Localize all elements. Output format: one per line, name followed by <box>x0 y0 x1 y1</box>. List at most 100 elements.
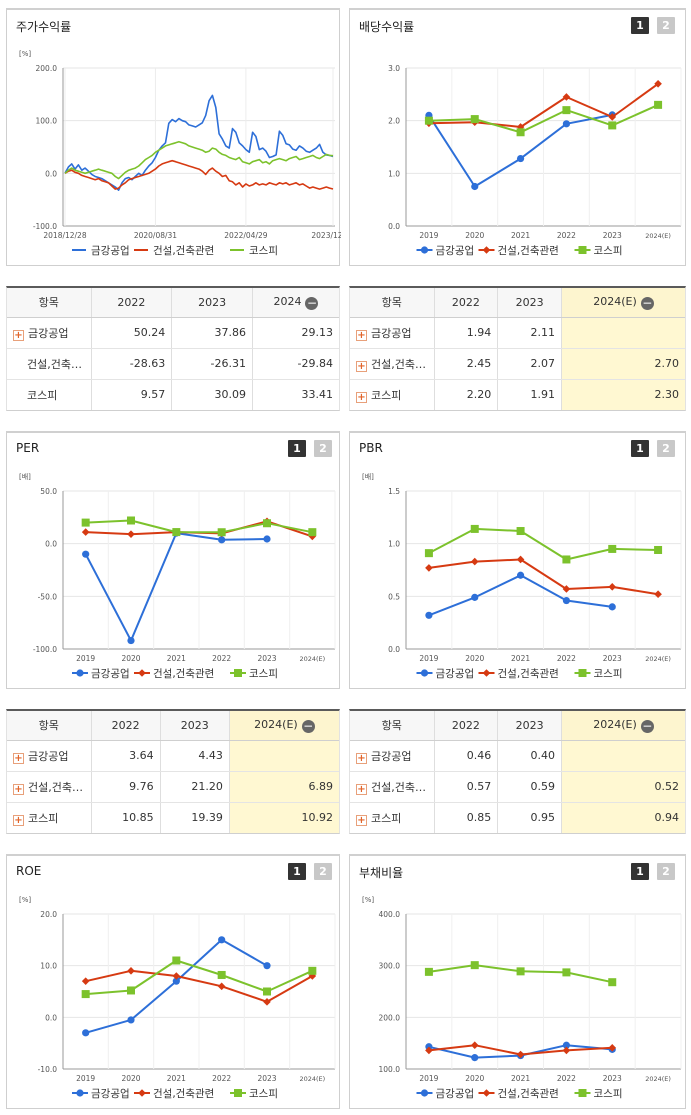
table-row: + 건설,건축… 2.45 2.07 2.70 <box>350 348 685 380</box>
y-tick-label: 0.0 <box>45 540 57 549</box>
y-tick-label: 20.0 <box>40 910 57 919</box>
table-cell: 2.20 <box>433 379 498 410</box>
unit-label: [%] <box>362 896 374 904</box>
legend-item: 금강공업 <box>72 244 130 257</box>
unit-label: [배] <box>362 472 374 481</box>
table-per: 항목 2022 2023 2024(E) − + 금강공업 3.64 4.43 + 건설,건축… 9.… <box>6 709 340 834</box>
x-tick-label: 2020/08/31 <box>134 231 177 240</box>
chart-title: ROE <box>16 864 42 878</box>
legend-item: 금강공업 <box>72 1087 130 1100</box>
tab-1[interactable]: 1 <box>631 17 649 34</box>
data-point <box>608 583 617 591</box>
data-point <box>471 1054 479 1062</box>
expand-icon[interactable]: + <box>356 783 367 795</box>
table-row: + 금강공업 50.24 37.86 29.13 <box>7 317 339 349</box>
table-cell: 30.09 <box>171 379 253 410</box>
expand-icon[interactable]: + <box>13 783 24 795</box>
data-point <box>127 530 135 538</box>
table-cell: 4.43 <box>159 740 230 772</box>
data-point <box>608 544 617 553</box>
row-label: + 코스피 <box>13 811 59 826</box>
table-cell: 50.24 <box>90 317 172 349</box>
data-point <box>424 116 433 125</box>
legend-label: 건설,건축관련 <box>498 245 559 257</box>
data-table: 항목 2022 2023 2024− + 금강공업 50.24 37.86 29.13 건설,건축… <box>7 288 339 410</box>
expand-icon[interactable]: + <box>356 814 367 826</box>
series-line <box>64 140 334 180</box>
data-point <box>608 1044 617 1052</box>
series-0 <box>82 936 271 1037</box>
data-point <box>127 986 135 995</box>
tab-1[interactable]: 1 <box>288 863 306 880</box>
table-cell: 0.52 <box>560 771 685 803</box>
data-point <box>516 1050 525 1059</box>
expand-icon[interactable]: + <box>356 391 367 403</box>
table-cell: -26.31 <box>171 348 253 380</box>
tab-1[interactable]: 1 <box>631 863 649 880</box>
chart-panel-debt: 부채비율 1 2 [%] 400.0 300.0 200.0 100.0 2019 2020… <box>349 854 686 1109</box>
legend-label: 코스피 <box>594 245 623 257</box>
row-label: 코스피 <box>27 388 58 402</box>
data-point <box>263 987 271 996</box>
collapse-icon[interactable]: − <box>305 295 319 310</box>
data-point <box>82 550 90 558</box>
row-label: 건설,건축… <box>7 348 91 380</box>
collapse-icon[interactable]: − <box>640 718 654 733</box>
data-point <box>424 967 433 976</box>
expand-icon[interactable]: + <box>13 752 24 764</box>
data-point <box>81 518 90 527</box>
row-label: + 금강공업 <box>7 740 91 772</box>
data-point <box>470 524 479 533</box>
expand-icon[interactable]: + <box>356 329 367 341</box>
row-label: + 건설,건축… <box>350 348 434 380</box>
legend-label: 건설,건축관련 <box>153 245 214 257</box>
data-point <box>217 982 226 991</box>
data-point <box>654 100 663 109</box>
tab-2[interactable]: 2 <box>314 863 332 880</box>
table-cell <box>560 740 685 772</box>
y-tick-label: 200.0 <box>36 64 58 73</box>
tab-1[interactable]: 1 <box>631 440 649 457</box>
data-point <box>424 549 433 558</box>
tab-2[interactable]: 2 <box>657 863 675 880</box>
x-tick-label: 2023 <box>257 1074 276 1083</box>
expand-icon[interactable]: + <box>356 360 367 372</box>
table-header-cell: 항목 <box>350 711 434 741</box>
table-row: + 금강공업 0.46 0.40 <box>350 740 685 772</box>
tab-2[interactable]: 2 <box>657 17 675 34</box>
x-tick-label: 2023/12/28 <box>311 231 341 240</box>
x-tick-label: 2023 <box>603 231 622 240</box>
legend-item: 건설,건축관련 <box>478 1088 559 1100</box>
table-header-cell: 2023 <box>171 288 253 318</box>
table-header-row: 항목 2022 2023 2024(E) − <box>350 711 685 741</box>
data-point <box>562 585 571 593</box>
data-point <box>218 936 226 944</box>
table-row: + 코스피 0.85 0.95 0.94 <box>350 802 685 833</box>
tab-2[interactable]: 2 <box>657 440 675 457</box>
chart-panel-roe: ROE 1 2 [%] 20.0 10.0 0.0 -10.0 2019 2020 2021 2… <box>6 854 340 1109</box>
expand-icon[interactable]: + <box>13 814 24 826</box>
data-table: 항목 2022 2023 2024(E) − + 금강공업 3.64 4.43 + 건설,건축… 9.… <box>7 711 339 833</box>
x-tick-label: 2018/12/28 <box>43 231 86 240</box>
series-2 <box>64 140 334 180</box>
expand-icon[interactable]: + <box>13 329 24 341</box>
chart-title: 배당수익률 <box>359 20 415 34</box>
table-cell: 2.70 <box>560 348 685 380</box>
table-row: 코스피 9.57 30.09 33.41 <box>7 379 339 410</box>
data-point <box>562 1041 571 1049</box>
data-point <box>562 93 571 101</box>
collapse-icon[interactable]: − <box>301 718 315 733</box>
table-header-cell: 항목 <box>7 288 91 318</box>
collapse-icon[interactable]: − <box>640 295 654 310</box>
data-point <box>234 1089 242 1097</box>
series-line <box>85 519 313 534</box>
data-point <box>263 519 271 528</box>
series-line <box>428 527 659 561</box>
y-tick-label: 100.0 <box>36 117 58 126</box>
expand-icon[interactable]: + <box>356 752 367 764</box>
table-cell: -28.63 <box>90 348 172 380</box>
tab-1[interactable]: 1 <box>288 440 306 457</box>
row-label: + 건설,건축… <box>7 771 91 803</box>
tab-2[interactable]: 2 <box>314 440 332 457</box>
